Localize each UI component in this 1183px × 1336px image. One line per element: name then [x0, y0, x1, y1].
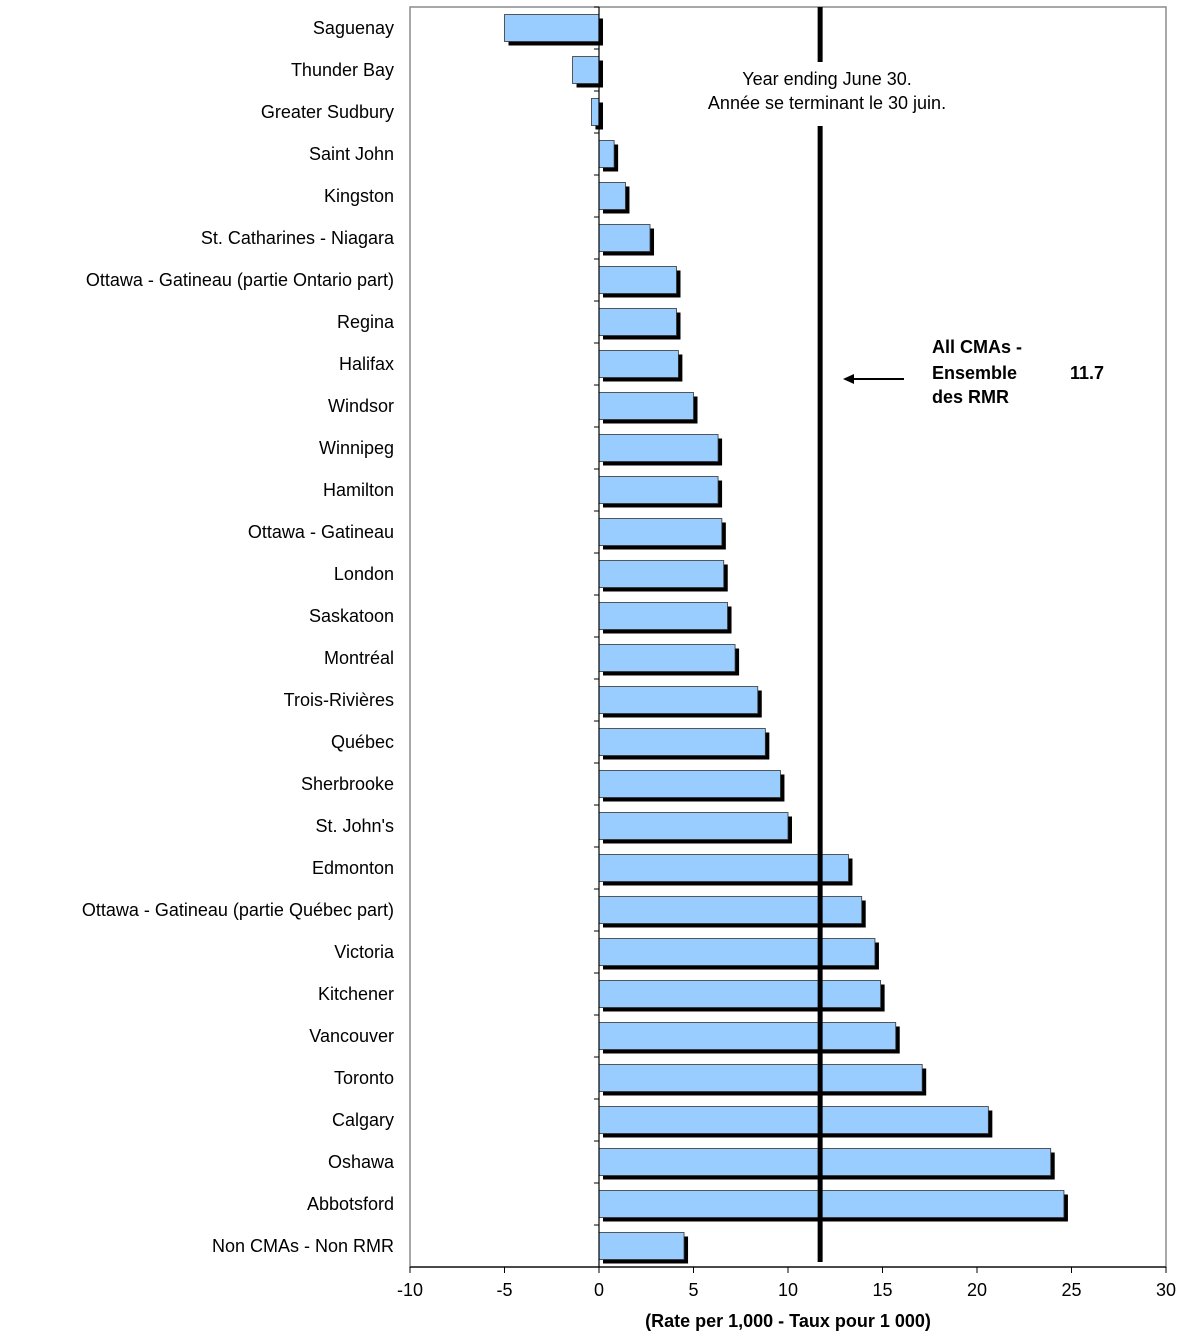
x-tick-label: 10	[778, 1280, 798, 1300]
bar	[598, 938, 876, 966]
x-tick-label: 5	[688, 1280, 698, 1300]
bar	[598, 140, 615, 168]
x-tick-label: -10	[397, 1280, 423, 1300]
category-label: Kingston	[324, 186, 394, 206]
bar	[598, 1148, 1052, 1176]
category-label: Vancouver	[309, 1026, 394, 1046]
category-label: Toronto	[334, 1068, 394, 1088]
bar	[598, 266, 677, 294]
note-line-1: Year ending June 30.	[742, 69, 911, 89]
x-tick-label: 20	[967, 1280, 987, 1300]
reference-label-line-2: Ensemble	[932, 363, 1017, 383]
category-label: Oshawa	[328, 1152, 395, 1172]
axes: -10 -5 0 5 10 15 20 25 30	[397, 6, 1176, 1300]
reference-value-label: 11.7	[1070, 363, 1104, 383]
bar	[598, 1232, 685, 1260]
bar	[598, 980, 882, 1008]
category-label: Regina	[337, 312, 395, 332]
category-label: London	[334, 564, 394, 584]
bar	[598, 812, 789, 840]
bar	[572, 56, 600, 84]
category-labels: Saguenay Thunder Bay Greater Sudbury Saint …	[82, 18, 395, 1256]
bar	[598, 392, 694, 420]
category-label: Calgary	[332, 1110, 394, 1130]
category-label: Trois-Rivières	[284, 690, 394, 710]
category-label: Winnipeg	[319, 438, 394, 458]
bar	[598, 644, 736, 672]
bar	[598, 602, 728, 630]
x-tick-label: 30	[1156, 1280, 1176, 1300]
x-axis-title: (Rate per 1,000 - Taux pour 1 000)	[645, 1311, 931, 1331]
category-label: Non CMAs - Non RMR	[212, 1236, 394, 1256]
reference-label-line-3: des RMR	[932, 387, 1009, 407]
bar	[598, 686, 759, 714]
bar	[598, 560, 725, 588]
category-label: St. John's	[316, 816, 394, 836]
category-label: Kitchener	[318, 984, 394, 1004]
category-label: Edmonton	[312, 858, 394, 878]
category-label: Ottawa - Gatineau	[248, 522, 394, 542]
category-label: Victoria	[334, 942, 395, 962]
reference-label-line-1: All CMAs -	[932, 337, 1022, 357]
bar	[598, 182, 626, 210]
category-label: Halifax	[339, 354, 394, 374]
category-label: Ottawa - Gatineau (partie Ontario part)	[86, 270, 394, 290]
category-label: Thunder Bay	[291, 60, 394, 80]
category-label: Windsor	[328, 396, 394, 416]
bar	[598, 224, 651, 252]
note-background	[725, 62, 930, 126]
category-label: Sherbrooke	[301, 774, 394, 794]
bar	[598, 1190, 1065, 1218]
bar	[598, 770, 781, 798]
x-tick-label: 15	[872, 1280, 892, 1300]
bar	[598, 476, 719, 504]
category-label: Ottawa - Gatineau (partie Québec part)	[82, 900, 394, 920]
bar	[504, 14, 600, 42]
plot-area	[409, 6, 1167, 1268]
bar	[598, 1064, 923, 1092]
x-tick-label: 25	[1061, 1280, 1081, 1300]
bar	[598, 350, 679, 378]
category-label: Montréal	[324, 648, 394, 668]
bar	[598, 1022, 897, 1050]
category-label: Hamilton	[323, 480, 394, 500]
bar	[591, 98, 600, 126]
bar	[598, 1106, 989, 1134]
bars-group	[504, 14, 1068, 1264]
bar	[598, 854, 849, 882]
category-label: Greater Sudbury	[261, 102, 394, 122]
bar	[598, 308, 677, 336]
reference-arrow-head	[843, 374, 854, 384]
category-label: Abbotsford	[307, 1194, 394, 1214]
note-line-2: Année se terminant le 30 juin.	[708, 93, 946, 113]
category-label: St. Catharines - Niagara	[201, 228, 395, 248]
category-label: Saint John	[309, 144, 394, 164]
category-label: Québec	[331, 732, 394, 752]
x-tick-label: 0	[594, 1280, 604, 1300]
x-tick-label: -5	[496, 1280, 512, 1300]
category-label: Saskatoon	[309, 606, 394, 626]
bar	[598, 728, 766, 756]
category-label: Saguenay	[313, 18, 394, 38]
bar	[598, 518, 723, 546]
bar	[598, 434, 719, 462]
